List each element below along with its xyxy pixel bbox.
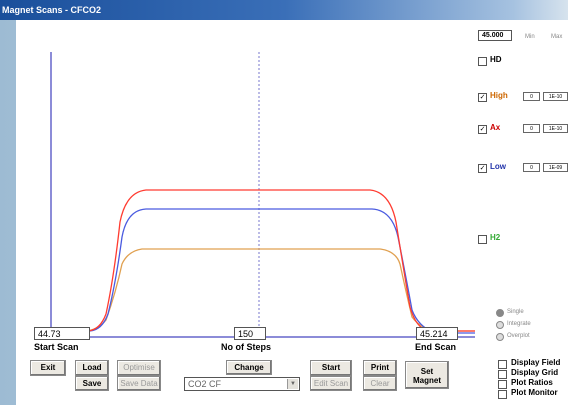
max-label: Max [551,34,563,40]
save-button-label: Save [82,379,102,388]
display-grid-checkbox[interactable] [498,370,507,379]
save-data-button-label: Save Data [120,379,158,388]
min-label: Min [525,34,535,40]
h2-label: H2 [490,233,501,242]
overplot-radio[interactable] [496,333,504,341]
steps-label: No of Steps [221,342,272,352]
single-radio-label: Single [507,309,524,315]
mass-input[interactable]: 45.000 [478,30,512,41]
trace-blue [50,208,475,334]
end-scan-label: End Scan [415,342,457,352]
clear-button[interactable]: Clear [363,376,397,391]
exit-button-label: Exit [40,363,56,372]
display-grid-label: Display Grid [511,368,559,377]
high-label: High [490,91,508,100]
trace-orange [50,248,475,332]
display-field-label: Display Field [511,358,561,367]
edit-scan-button-label: Edit Scan [313,379,349,388]
trace-red [50,189,475,332]
overplot-radio-label: Overplot [507,333,530,339]
start-button-label: Start [321,363,341,372]
save-data-button[interactable]: Save Data [117,376,161,391]
ax-max-input[interactable]: 1E-10 [543,124,568,133]
clear-button-label: Clear [370,379,390,388]
start-scan-label: Start Scan [34,342,79,352]
steps-input[interactable]: 150 [234,327,266,340]
plot-monitor-checkbox[interactable] [498,390,507,399]
low-checkbox[interactable]: ✓ [478,164,487,173]
high-checkbox[interactable]: ✓ [478,93,487,102]
gas-config-value: CO2 CF [188,379,222,389]
start-scan-input[interactable]: 44.73 [34,327,90,340]
load-button-label: Load [82,363,102,372]
chevron-down-icon: ▼ [287,379,298,389]
app-window: 44.73 Start Scan 150 No of Steps 45.214 … [16,20,568,405]
h2-checkbox[interactable] [478,235,487,244]
start-button[interactable]: Start [310,360,352,376]
end-scan-input[interactable]: 45.214 [416,327,458,340]
hd-checkbox[interactable] [478,57,487,66]
exit-button[interactable]: Exit [30,360,66,376]
set-magnet-button[interactable]: Set Magnet [405,361,449,389]
set-magnet-label-2: Magnet [413,376,441,385]
optimise-button[interactable]: Optimise [117,360,161,376]
window-title: Magnet Scans - CFCO2 [2,5,102,15]
edit-scan-button[interactable]: Edit Scan [310,376,352,391]
plot-monitor-label: Plot Monitor [511,388,558,397]
ax-checkbox[interactable]: ✓ [478,125,487,134]
display-field-checkbox[interactable] [498,360,507,369]
change-button-label: Change [234,363,264,372]
low-label: Low [490,162,506,171]
ax-min-input[interactable]: 0 [523,124,540,133]
single-radio[interactable] [496,309,504,317]
print-button-label: Print [370,363,390,372]
save-button[interactable]: Save [75,376,109,391]
set-magnet-label-1: Set [420,367,434,376]
low-max-input[interactable]: 1E-09 [543,163,568,172]
change-button[interactable]: Change [226,360,272,375]
high-max-input[interactable]: 1E-10 [543,92,568,101]
print-button[interactable]: Print [363,360,397,376]
scan-plot [50,52,475,338]
hd-label: HD [490,55,502,64]
ax-label: Ax [490,123,501,132]
window-titlebar: Magnet Scans - CFCO2 [0,0,568,20]
integrate-radio-label: Integrate [507,321,531,327]
gas-config-select[interactable]: CO2 CF ▼ [184,377,300,391]
low-min-input[interactable]: 0 [523,163,540,172]
plot-ratios-label: Plot Ratios [511,378,553,387]
optimise-button-label: Optimise [123,363,155,372]
high-min-input[interactable]: 0 [523,92,540,101]
load-button[interactable]: Load [75,360,109,376]
plot-ratios-checkbox[interactable] [498,380,507,389]
integrate-radio[interactable] [496,321,504,329]
